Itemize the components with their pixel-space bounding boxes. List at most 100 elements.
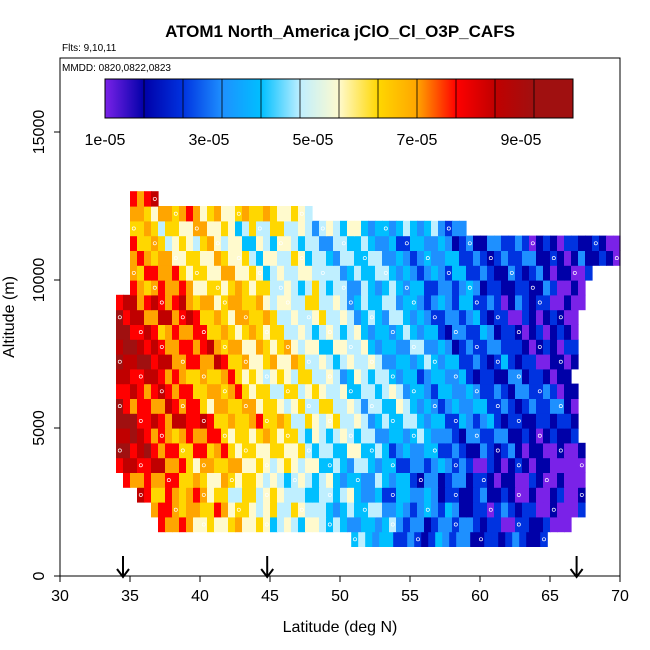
heatmap-cell xyxy=(186,442,194,459)
heatmap-cell xyxy=(396,250,404,266)
heatmap-cell xyxy=(536,294,544,311)
heatmap-cell xyxy=(249,383,257,399)
heatmap-cell xyxy=(445,398,453,414)
heatmap-cell xyxy=(382,220,390,237)
heatmap-cell xyxy=(151,487,159,503)
heatmap-cell xyxy=(256,502,264,518)
heatmap-cell xyxy=(340,280,348,296)
heatmap-cell xyxy=(480,413,488,429)
heatmap-cell xyxy=(123,472,131,488)
y-tick-label: 5000 xyxy=(31,410,48,446)
flight-arrow-head xyxy=(569,568,584,579)
observation-dot xyxy=(432,404,437,409)
heatmap-cell xyxy=(494,442,502,459)
heatmap-cell xyxy=(501,235,509,251)
heatmap-cell xyxy=(116,354,124,370)
heatmap-cell xyxy=(158,472,166,488)
heatmap-cell xyxy=(543,457,551,473)
heatmap-cell xyxy=(452,398,460,414)
heatmap-cell xyxy=(207,339,215,355)
heatmap-cell xyxy=(431,220,439,237)
heatmap-cell xyxy=(144,368,152,385)
heatmap-cell xyxy=(116,309,124,325)
heatmap-cell xyxy=(305,220,313,237)
heatmap-cell xyxy=(592,235,600,251)
heatmap-cell xyxy=(340,220,348,237)
heatmap-cell xyxy=(396,339,404,355)
heatmap-cell xyxy=(249,206,257,222)
heatmap-cell xyxy=(365,531,373,547)
heatmap-cell xyxy=(354,294,362,311)
observation-dot xyxy=(516,463,521,468)
heatmap-cell xyxy=(501,250,509,266)
heatmap-cell xyxy=(277,235,285,251)
heatmap-cell xyxy=(396,354,404,370)
colorbar-segment xyxy=(495,79,535,118)
heatmap-cell xyxy=(249,368,257,385)
heatmap-cell xyxy=(403,354,411,370)
heatmap-cell xyxy=(263,220,271,237)
heatmap-cell xyxy=(249,502,257,518)
observation-dot xyxy=(159,300,164,305)
heatmap-cell xyxy=(172,368,180,385)
heatmap-cell xyxy=(508,280,516,296)
observation-dot xyxy=(516,492,521,497)
heatmap-cell xyxy=(242,220,250,237)
heatmap-cell xyxy=(333,235,341,251)
observation-dot xyxy=(348,300,353,305)
heatmap-cell xyxy=(473,516,481,533)
heatmap-cell xyxy=(382,354,390,370)
heatmap-cell xyxy=(508,487,516,503)
heatmap-cell xyxy=(375,250,383,266)
heatmap-cell xyxy=(417,413,425,429)
heatmap-cell xyxy=(463,531,471,547)
heatmap-cell xyxy=(277,265,285,281)
heatmap-cell xyxy=(473,442,481,459)
heatmap-cell xyxy=(578,250,586,266)
heatmap-cell xyxy=(179,413,187,429)
heatmap-cell xyxy=(172,294,180,311)
heatmap-cell xyxy=(403,516,411,533)
heatmap-cell xyxy=(564,487,572,503)
heatmap-cell xyxy=(480,324,488,340)
heatmap-cell xyxy=(417,442,425,459)
heatmap-cell xyxy=(235,294,243,311)
heatmap-cell xyxy=(459,280,467,296)
heatmap-cell xyxy=(228,502,236,518)
heatmap-cell xyxy=(452,487,460,503)
heatmap-cell xyxy=(396,472,404,488)
observation-dot xyxy=(495,448,500,453)
heatmap-cell xyxy=(165,457,173,473)
heatmap-cell xyxy=(179,368,187,385)
heatmap-cell xyxy=(305,442,313,459)
heatmap-cell xyxy=(456,531,464,547)
heatmap-cell xyxy=(277,280,285,296)
x-tick-label: 50 xyxy=(331,588,349,605)
heatmap-cell xyxy=(256,235,264,251)
heatmap-cell xyxy=(515,368,523,385)
heatmap-cell xyxy=(431,339,439,355)
heatmap-cell xyxy=(389,516,397,533)
heatmap-cell xyxy=(305,265,313,281)
heatmap-cell xyxy=(312,309,320,325)
heatmap-cell xyxy=(333,280,341,296)
heatmap-cell xyxy=(172,265,180,281)
heatmap-cell xyxy=(144,191,152,207)
heatmap-cell xyxy=(375,294,383,311)
heatmap-cell xyxy=(466,502,474,518)
heatmap-cell xyxy=(263,280,271,296)
observation-dot xyxy=(180,448,185,453)
heatmap-cell xyxy=(417,398,425,414)
heatmap-cell xyxy=(207,487,215,503)
heatmap-cell xyxy=(452,235,460,251)
heatmap-cell xyxy=(130,442,138,459)
heatmap-cell xyxy=(298,413,306,429)
heatmap-cell xyxy=(354,324,362,340)
heatmap-cell xyxy=(424,309,432,325)
heatmap-cell xyxy=(529,398,537,414)
heatmap-cell xyxy=(424,294,432,311)
heatmap-cell xyxy=(501,294,509,311)
observation-dot xyxy=(138,330,143,335)
heatmap-cell xyxy=(305,383,313,399)
heatmap-cell xyxy=(326,280,334,296)
